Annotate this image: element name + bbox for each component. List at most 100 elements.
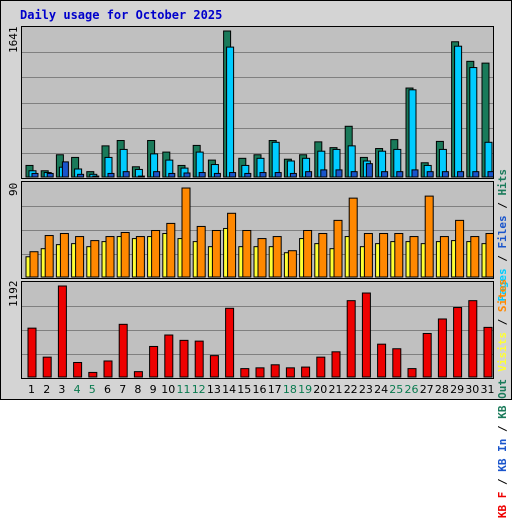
kb-bar	[453, 307, 463, 378]
files-bar	[271, 141, 280, 178]
day-label: 24	[374, 383, 389, 396]
pages-bar	[320, 169, 328, 178]
sites-bar	[151, 229, 161, 278]
kb-bar	[57, 285, 67, 378]
kb-bar	[133, 371, 143, 378]
day-label: 1	[28, 383, 35, 396]
hits-panel	[21, 26, 494, 179]
day-label: 29	[450, 383, 465, 396]
sites-bar	[318, 233, 328, 278]
kb-bar	[377, 343, 387, 378]
legend-entry: Visits	[496, 332, 509, 372]
legend-separator: /	[496, 248, 509, 269]
sites-bar	[59, 233, 69, 278]
pages-bar	[289, 172, 297, 178]
visits-chart	[22, 187, 493, 278]
kb-bar	[346, 300, 356, 378]
pages-bar	[411, 169, 419, 178]
day-label: 9	[149, 383, 157, 396]
legend-separator: /	[496, 418, 509, 439]
day-label: 26	[404, 383, 419, 396]
sites-bar	[227, 212, 237, 278]
kb-bar	[103, 360, 113, 378]
pages-bar	[381, 171, 389, 178]
kb-bar	[301, 366, 311, 378]
pages-bar	[92, 175, 100, 178]
kb-bar	[422, 332, 432, 378]
sites-bar	[303, 229, 313, 278]
pages-bar	[168, 172, 176, 178]
sites-bar	[29, 251, 39, 278]
pages-bar	[365, 163, 373, 178]
sites-bar	[287, 250, 297, 278]
day-label: 23	[358, 383, 373, 396]
kb-bar	[361, 292, 371, 378]
kb-panel	[21, 281, 494, 379]
pages-bar	[274, 172, 282, 178]
sites-bar	[211, 229, 221, 278]
legend-entry: Files	[496, 215, 509, 249]
day-label: 15	[237, 383, 252, 396]
visits-legend: Visits / Sites	[496, 279, 509, 372]
legend-separator: /	[496, 312, 509, 332]
sites-bar	[409, 236, 419, 278]
files-bar	[408, 89, 417, 178]
legend-entry: Sites	[496, 279, 509, 313]
kb-bar	[225, 307, 235, 378]
day-label: 17	[267, 383, 282, 396]
kb-bar	[194, 340, 204, 378]
pages-bar	[396, 171, 404, 178]
kb-bar	[88, 371, 98, 378]
pages-bar	[61, 161, 69, 178]
pages-bar	[259, 172, 267, 178]
visits-panel	[21, 181, 494, 279]
kb-bar	[149, 345, 159, 378]
pages-bar	[77, 173, 85, 178]
day-label: 20	[313, 383, 328, 396]
sites-bar	[348, 197, 358, 278]
pages-bar	[107, 172, 115, 178]
kb-bar	[437, 318, 447, 378]
hits-ymax-label: 1641	[7, 26, 20, 54]
pages-bar	[335, 169, 343, 178]
day-axis: 1 2 3 4 5 6 7 8 9 10 11 12 13 14 15 16 17 18 19 20 21 22 23 24 2…	[21, 381, 495, 397]
kb-chart	[22, 285, 493, 378]
sites-bar	[135, 236, 145, 278]
kb-bar	[285, 367, 295, 378]
sites-bar	[455, 219, 465, 278]
day-label: 6	[104, 383, 111, 396]
day-label: 11	[176, 383, 191, 396]
day-label: 7	[119, 383, 127, 396]
pages-bar	[457, 171, 465, 178]
sites-bar	[181, 187, 191, 278]
day-label: 16	[252, 383, 267, 396]
sites-bar	[379, 233, 389, 278]
day-label: 19	[298, 383, 313, 396]
pages-bar	[213, 172, 221, 178]
kb-bar	[270, 364, 280, 378]
kb-bar	[42, 356, 52, 378]
kb-bar	[392, 348, 402, 378]
day-label: 28	[434, 383, 449, 396]
files-bar	[226, 46, 235, 178]
kb-bar	[331, 351, 341, 378]
day-label: 18	[282, 383, 297, 396]
day-label: 13	[206, 383, 221, 396]
pages-bar	[31, 172, 39, 178]
day-label: 3	[58, 383, 66, 396]
pages-bar	[229, 172, 237, 178]
legend-entry: KB F	[496, 491, 509, 518]
day-label: 25	[389, 383, 404, 396]
sites-bar	[75, 236, 85, 278]
pages-bar	[244, 172, 252, 178]
sites-bar	[363, 233, 373, 278]
pages-bar	[487, 171, 493, 178]
pages-bar	[122, 171, 130, 178]
sites-bar	[439, 236, 449, 278]
sites-bar	[166, 222, 176, 278]
day-label: 27	[419, 383, 434, 396]
sites-bar	[485, 233, 493, 278]
pages-bar	[350, 171, 358, 178]
sites-bar	[470, 236, 480, 278]
